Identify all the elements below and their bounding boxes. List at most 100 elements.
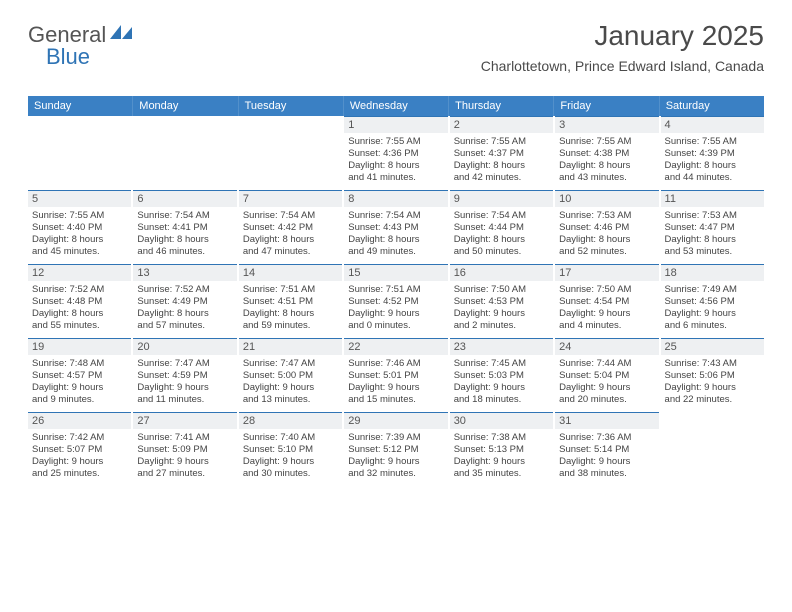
cell-body: Sunrise: 7:38 AMSunset: 5:13 PMDaylight:… xyxy=(450,429,553,486)
cell-line: Sunset: 4:36 PM xyxy=(348,148,443,160)
cell-line: Sunrise: 7:54 AM xyxy=(454,210,549,222)
cell-line: Daylight: 8 hours xyxy=(348,160,443,172)
day-number: 24 xyxy=(555,338,658,355)
cell-body: Sunrise: 7:55 AMSunset: 4:40 PMDaylight:… xyxy=(28,207,131,264)
cell-line: Sunrise: 7:54 AM xyxy=(243,210,338,222)
calendar-cell: 14Sunrise: 7:51 AMSunset: 4:51 PMDayligh… xyxy=(239,264,342,338)
day-number: 25 xyxy=(661,338,764,355)
day-number: 19 xyxy=(28,338,131,355)
cell-line: Daylight: 9 hours xyxy=(454,308,549,320)
cell-line: Daylight: 9 hours xyxy=(137,456,232,468)
cell-body: Sunrise: 7:54 AMSunset: 4:44 PMDaylight:… xyxy=(450,207,553,264)
cell-line: and 50 minutes. xyxy=(454,246,549,258)
day-number: 6 xyxy=(133,190,236,207)
calendar-cell: 4Sunrise: 7:55 AMSunset: 4:39 PMDaylight… xyxy=(661,116,764,190)
calendar-cell: 15Sunrise: 7:51 AMSunset: 4:52 PMDayligh… xyxy=(344,264,447,338)
cell-line: Sunset: 4:49 PM xyxy=(137,296,232,308)
cell-line: Sunset: 5:06 PM xyxy=(665,370,760,382)
calendar-cell: 19Sunrise: 7:48 AMSunset: 4:57 PMDayligh… xyxy=(28,338,131,412)
cell-line: Sunrise: 7:36 AM xyxy=(559,432,654,444)
cell-line: Sunset: 4:52 PM xyxy=(348,296,443,308)
cell-body: Sunrise: 7:52 AMSunset: 4:49 PMDaylight:… xyxy=(133,281,236,338)
cell-line: Daylight: 9 hours xyxy=(243,382,338,394)
calendar-cell: 29Sunrise: 7:39 AMSunset: 5:12 PMDayligh… xyxy=(344,412,447,486)
cell-body: Sunrise: 7:54 AMSunset: 4:41 PMDaylight:… xyxy=(133,207,236,264)
cell-line: Sunset: 5:13 PM xyxy=(454,444,549,456)
calendar: SundayMondayTuesdayWednesdayThursdayFrid… xyxy=(28,96,764,486)
cell-line: Sunset: 4:51 PM xyxy=(243,296,338,308)
day-number: 28 xyxy=(239,412,342,429)
calendar-row: 5Sunrise: 7:55 AMSunset: 4:40 PMDaylight… xyxy=(28,190,764,264)
cell-body: Sunrise: 7:48 AMSunset: 4:57 PMDaylight:… xyxy=(28,355,131,412)
calendar-cell: 13Sunrise: 7:52 AMSunset: 4:49 PMDayligh… xyxy=(133,264,236,338)
cell-line: Sunrise: 7:48 AM xyxy=(32,358,127,370)
calendar-header-cell: Saturday xyxy=(660,96,764,116)
cell-line: Sunrise: 7:46 AM xyxy=(348,358,443,370)
cell-line: Daylight: 8 hours xyxy=(454,160,549,172)
day-number: 10 xyxy=(555,190,658,207)
cell-line: Sunrise: 7:45 AM xyxy=(454,358,549,370)
cell-line: Sunset: 5:01 PM xyxy=(348,370,443,382)
calendar-cell: 16 Sunrise: 7:50 AMSunset: 4:53 PMDayligh… xyxy=(450,264,553,338)
cell-line: Daylight: 8 hours xyxy=(559,234,654,246)
cell-body: Sunrise: 7:46 AMSunset: 5:01 PMDaylight:… xyxy=(344,355,447,412)
calendar-cell: 26Sunrise: 7:42 AMSunset: 5:07 PMDayligh… xyxy=(28,412,131,486)
calendar-cell: 20Sunrise: 7:47 AMSunset: 4:59 PMDayligh… xyxy=(133,338,236,412)
cell-line: and 55 minutes. xyxy=(32,320,127,332)
cell-line: Daylight: 9 hours xyxy=(559,456,654,468)
cell-line: and 46 minutes. xyxy=(137,246,232,258)
cell-body: Sunrise: 7:53 AMSunset: 4:46 PMDaylight:… xyxy=(555,207,658,264)
day-number: 11 xyxy=(661,190,764,207)
cell-line: Sunrise: 7:50 AM xyxy=(454,284,549,296)
cell-line: Sunrise: 7:47 AM xyxy=(137,358,232,370)
cell-line: Sunset: 4:37 PM xyxy=(454,148,549,160)
cell-line: Daylight: 8 hours xyxy=(32,234,127,246)
cell-line: Daylight: 8 hours xyxy=(348,234,443,246)
cell-line: and 57 minutes. xyxy=(137,320,232,332)
cell-line: and 53 minutes. xyxy=(665,246,760,258)
cell-line: Sunrise: 7:44 AM xyxy=(559,358,654,370)
cell-line: and 9 minutes. xyxy=(32,394,127,406)
calendar-cell xyxy=(28,116,131,190)
cell-line: and 42 minutes. xyxy=(454,172,549,184)
cell-line: Daylight: 8 hours xyxy=(32,308,127,320)
cell-line: and 30 minutes. xyxy=(243,468,338,480)
calendar-cell: 11Sunrise: 7:53 AMSunset: 4:47 PMDayligh… xyxy=(661,190,764,264)
day-number: 2 xyxy=(450,116,553,133)
cell-line: Daylight: 8 hours xyxy=(243,308,338,320)
calendar-cell: 8Sunrise: 7:54 AMSunset: 4:43 PMDaylight… xyxy=(344,190,447,264)
calendar-cell: 21Sunrise: 7:47 AMSunset: 5:00 PMDayligh… xyxy=(239,338,342,412)
cell-body: Sunrise: 7:51 AMSunset: 4:52 PMDaylight:… xyxy=(344,281,447,338)
calendar-row: 26Sunrise: 7:42 AMSunset: 5:07 PMDayligh… xyxy=(28,412,764,486)
day-number: 16 xyxy=(450,264,553,281)
cell-line: Daylight: 8 hours xyxy=(559,160,654,172)
cell-line: Sunrise: 7:52 AM xyxy=(137,284,232,296)
cell-line: Sunrise: 7:55 AM xyxy=(665,136,760,148)
cell-line: Sunrise: 7:51 AM xyxy=(243,284,338,296)
cell-line: and 18 minutes. xyxy=(454,394,549,406)
cell-line: Sunset: 5:09 PM xyxy=(137,444,232,456)
cell-line: and 6 minutes. xyxy=(665,320,760,332)
calendar-cell: 7Sunrise: 7:54 AMSunset: 4:42 PMDaylight… xyxy=(239,190,342,264)
cell-line: Sunrise: 7:53 AM xyxy=(665,210,760,222)
cell-line: Sunset: 4:59 PM xyxy=(137,370,232,382)
cell-line: and 47 minutes. xyxy=(243,246,338,258)
day-number: 12 xyxy=(28,264,131,281)
cell-line: Sunset: 4:41 PM xyxy=(137,222,232,234)
cell-line: Daylight: 8 hours xyxy=(665,160,760,172)
calendar-header-cell: Tuesday xyxy=(239,96,344,116)
cell-line: Sunset: 5:03 PM xyxy=(454,370,549,382)
cell-body: Sunrise: 7:51 AMSunset: 4:51 PMDaylight:… xyxy=(239,281,342,338)
cell-line: Sunset: 4:53 PM xyxy=(454,296,549,308)
calendar-header-cell: Friday xyxy=(554,96,659,116)
cell-body: Sunrise: 7:39 AMSunset: 5:12 PMDaylight:… xyxy=(344,429,447,486)
calendar-cell: 27Sunrise: 7:41 AMSunset: 5:09 PMDayligh… xyxy=(133,412,236,486)
calendar-cell: 31Sunrise: 7:36 AMSunset: 5:14 PMDayligh… xyxy=(555,412,658,486)
cell-line: Sunset: 5:07 PM xyxy=(32,444,127,456)
cell-line: Sunset: 4:47 PM xyxy=(665,222,760,234)
day-number: 14 xyxy=(239,264,342,281)
cell-line: Daylight: 9 hours xyxy=(32,382,127,394)
day-number: 26 xyxy=(28,412,131,429)
calendar-row: 12Sunrise: 7:52 AMSunset: 4:48 PMDayligh… xyxy=(28,264,764,338)
cell-body: Sunrise: 7:54 AMSunset: 4:42 PMDaylight:… xyxy=(239,207,342,264)
